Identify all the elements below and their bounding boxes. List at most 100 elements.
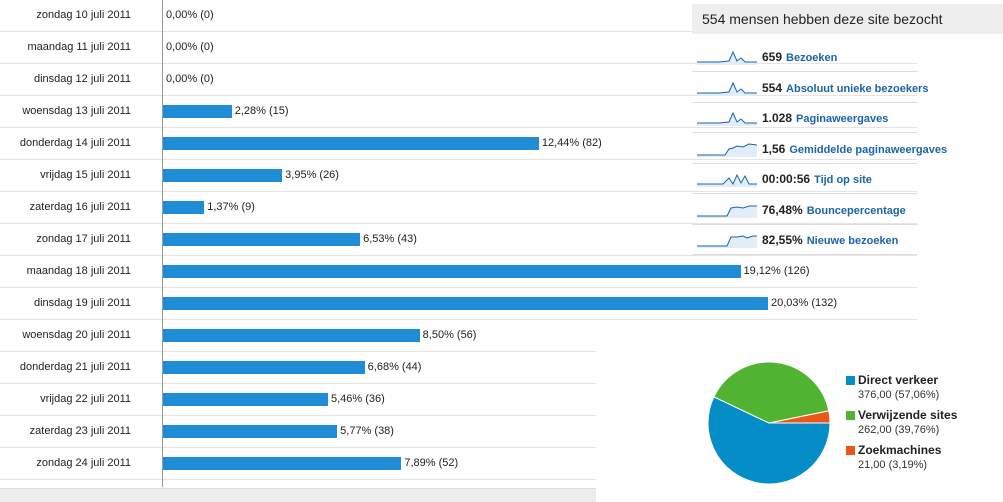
bar-row: woensdag 20 juli 2011 8,50% (56) <box>0 320 596 352</box>
traffic-sources-pie-chart: Direct verkeer 376,00 (57,06%) Verwijzende… <box>700 360 1003 490</box>
bar-row: vrijdag 15 juli 2011 3,95% (26) <box>0 160 917 192</box>
sparkline-icon <box>697 142 758 157</box>
bar-row: maandag 11 juli 2011 0,00% (0) <box>0 32 917 64</box>
legend-value: 376,00 (57,06%) <box>858 389 940 401</box>
sparkline-icon <box>697 111 757 126</box>
data-label: 12,44% (82) <box>541 137 602 149</box>
bar-row: zondag 17 juli 2011 6,53% (43) <box>0 224 917 256</box>
sparkline-icon <box>697 81 757 96</box>
metric-link[interactable]: Bouncepercentage <box>806 204 906 217</box>
bar-row: donderdag 14 juli 2011 12,44% (82) <box>0 128 917 160</box>
data-label: 3,95% (26) <box>285 169 339 181</box>
metric-row: 1.028 Paginaweergaves <box>692 103 917 133</box>
data-label: 6,53% (43) <box>363 233 417 245</box>
bar-row: zaterdag 23 juli 2011 5,77% (38) <box>0 416 596 448</box>
metric-value: 1.028 Paginaweergaves <box>762 111 888 125</box>
pie-svg <box>707 361 831 485</box>
bar-axis-line <box>162 0 163 487</box>
metric-number: 82,55% <box>762 233 803 247</box>
metric-link[interactable]: Gemiddelde paginaweergaves <box>789 143 948 156</box>
pie-slice[interactable] <box>713 361 830 424</box>
data-label: 0,00% (0) <box>166 9 214 21</box>
bar-row: dinsdag 19 juli 2011 20,03% (132) <box>0 288 917 320</box>
bottom-scroll-strip <box>0 488 596 502</box>
bar-row: zaterdag 16 juli 2011 1,37% (9) <box>0 192 917 224</box>
metric-number: 1.028 <box>762 111 793 125</box>
bar-row: donderdag 21 juli 2011 6,68% (44) <box>0 352 596 384</box>
legend-name: Direct verkeer <box>858 373 939 387</box>
category-label: donderdag 21 juli 2011 <box>19 361 131 373</box>
data-label: 0,00% (0) <box>166 41 214 53</box>
data-label: 0,00% (0) <box>166 73 214 85</box>
category-label: zaterdag 23 juli 2011 <box>29 425 131 437</box>
metric-link[interactable]: Bezoeken <box>786 52 838 64</box>
category-label: zondag 24 juli 2011 <box>36 457 131 469</box>
metric-row: 554 Absoluut unieke bezoekers <box>692 73 928 103</box>
metric-number: 554 <box>762 80 783 95</box>
category-label: zondag 17 juli 2011 <box>36 233 131 245</box>
bar-row: woensdag 13 juli 2011 2,28% (15) <box>0 96 917 128</box>
bar-row: zondag 24 juli 2011 7,89% (52) <box>0 448 596 480</box>
metric-row: 76,48% Bouncepercentage <box>692 195 917 225</box>
bar[interactable] <box>163 169 283 182</box>
bar-row: dinsdag 12 juli 2011 0,00% (0) <box>0 64 917 96</box>
metric-link[interactable]: Absoluut unieke bezoekers <box>786 82 929 95</box>
data-label: 19,12% (126) <box>743 265 810 277</box>
metric-value: 659 Bezoeken <box>762 50 837 64</box>
sparkline-icon <box>697 205 757 218</box>
bar[interactable] <box>163 137 539 150</box>
sparkline-icon <box>697 173 757 187</box>
category-label: woensdag 13 juli 2011 <box>22 105 131 117</box>
bar[interactable] <box>163 233 361 246</box>
bar-row: vrijdag 22 juli 2011 5,46% (36) <box>0 384 596 416</box>
metric-row: 659 Bezoeken <box>692 42 917 72</box>
bar[interactable] <box>163 457 402 470</box>
sparkline-icon <box>697 235 757 248</box>
data-label: 8,50% (56) <box>422 329 477 341</box>
metric-number: 659 <box>762 50 783 64</box>
bar[interactable] <box>163 329 420 342</box>
bar[interactable] <box>163 265 741 278</box>
sparkline-icon <box>697 50 757 65</box>
metric-value: 00:00:56 Tijd op site <box>762 172 872 186</box>
pie-slice[interactable] <box>768 410 831 424</box>
category-label: vrijdag 22 juli 2011 <box>40 393 131 405</box>
legend-swatch <box>846 446 855 455</box>
metric-row: 00:00:56 Tijd op site <box>692 164 917 194</box>
metric-number: 76,48% <box>762 202 803 217</box>
data-label: 7,89% (52) <box>404 457 459 469</box>
metric-value: 76,48% Bouncepercentage <box>762 203 906 217</box>
metric-value: 82,55% Nieuwe bezoeken <box>762 233 898 247</box>
legend-value: 21,00 (3,19%) <box>858 459 928 471</box>
legend-value: 262,00 (39,76%) <box>858 424 940 436</box>
data-label: 5,46% (36) <box>331 393 385 405</box>
metric-number: 00:00:56 <box>762 172 811 186</box>
metric-row: 1,56 Gemiddelde paginaweergaves <box>692 134 947 164</box>
visitor-summary-panel: 554 mensen hebben deze site bezocht 659 B… <box>692 4 1003 255</box>
data-label: 6,68% (44) <box>367 361 422 373</box>
bar[interactable] <box>163 361 365 374</box>
data-label: 20,03% (132) <box>771 297 838 309</box>
pie-slice[interactable] <box>707 396 831 485</box>
summary-title: 554 mensen hebben deze site bezocht <box>692 4 1003 34</box>
data-label: 2,28% (15) <box>234 105 289 117</box>
metric-value: 554 Absoluut unieke bezoekers <box>762 81 928 95</box>
legend-name: Zoekmachines <box>858 443 942 457</box>
metric-link[interactable]: Nieuwe bezoeken <box>806 235 899 247</box>
metric-row: 82,55% Nieuwe bezoeken <box>692 225 917 255</box>
bar[interactable] <box>163 393 328 406</box>
legend-name: Verwijzende sites <box>858 408 958 422</box>
category-label: dinsdag 19 juli 2011 <box>33 297 131 309</box>
daily-visits-bar-chart: zondag 10 juli 2011 0,00% (0) maandag 11 j… <box>0 0 917 502</box>
metric-link[interactable]: Tijd op site <box>814 174 872 186</box>
data-label: 1,37% (9) <box>207 201 255 213</box>
bar-row: maandag 18 juli 2011 19,12% (126) <box>0 256 917 288</box>
category-label: vrijdag 15 juli 2011 <box>40 169 131 181</box>
metric-link[interactable]: Paginaweergaves <box>796 113 889 125</box>
category-label: donderdag 14 juli 2011 <box>19 137 131 149</box>
bar[interactable] <box>163 425 338 438</box>
bar[interactable] <box>163 201 205 214</box>
bar[interactable] <box>163 297 768 310</box>
category-label: zondag 10 juli 2011 <box>36 9 131 21</box>
bar[interactable] <box>163 105 232 118</box>
